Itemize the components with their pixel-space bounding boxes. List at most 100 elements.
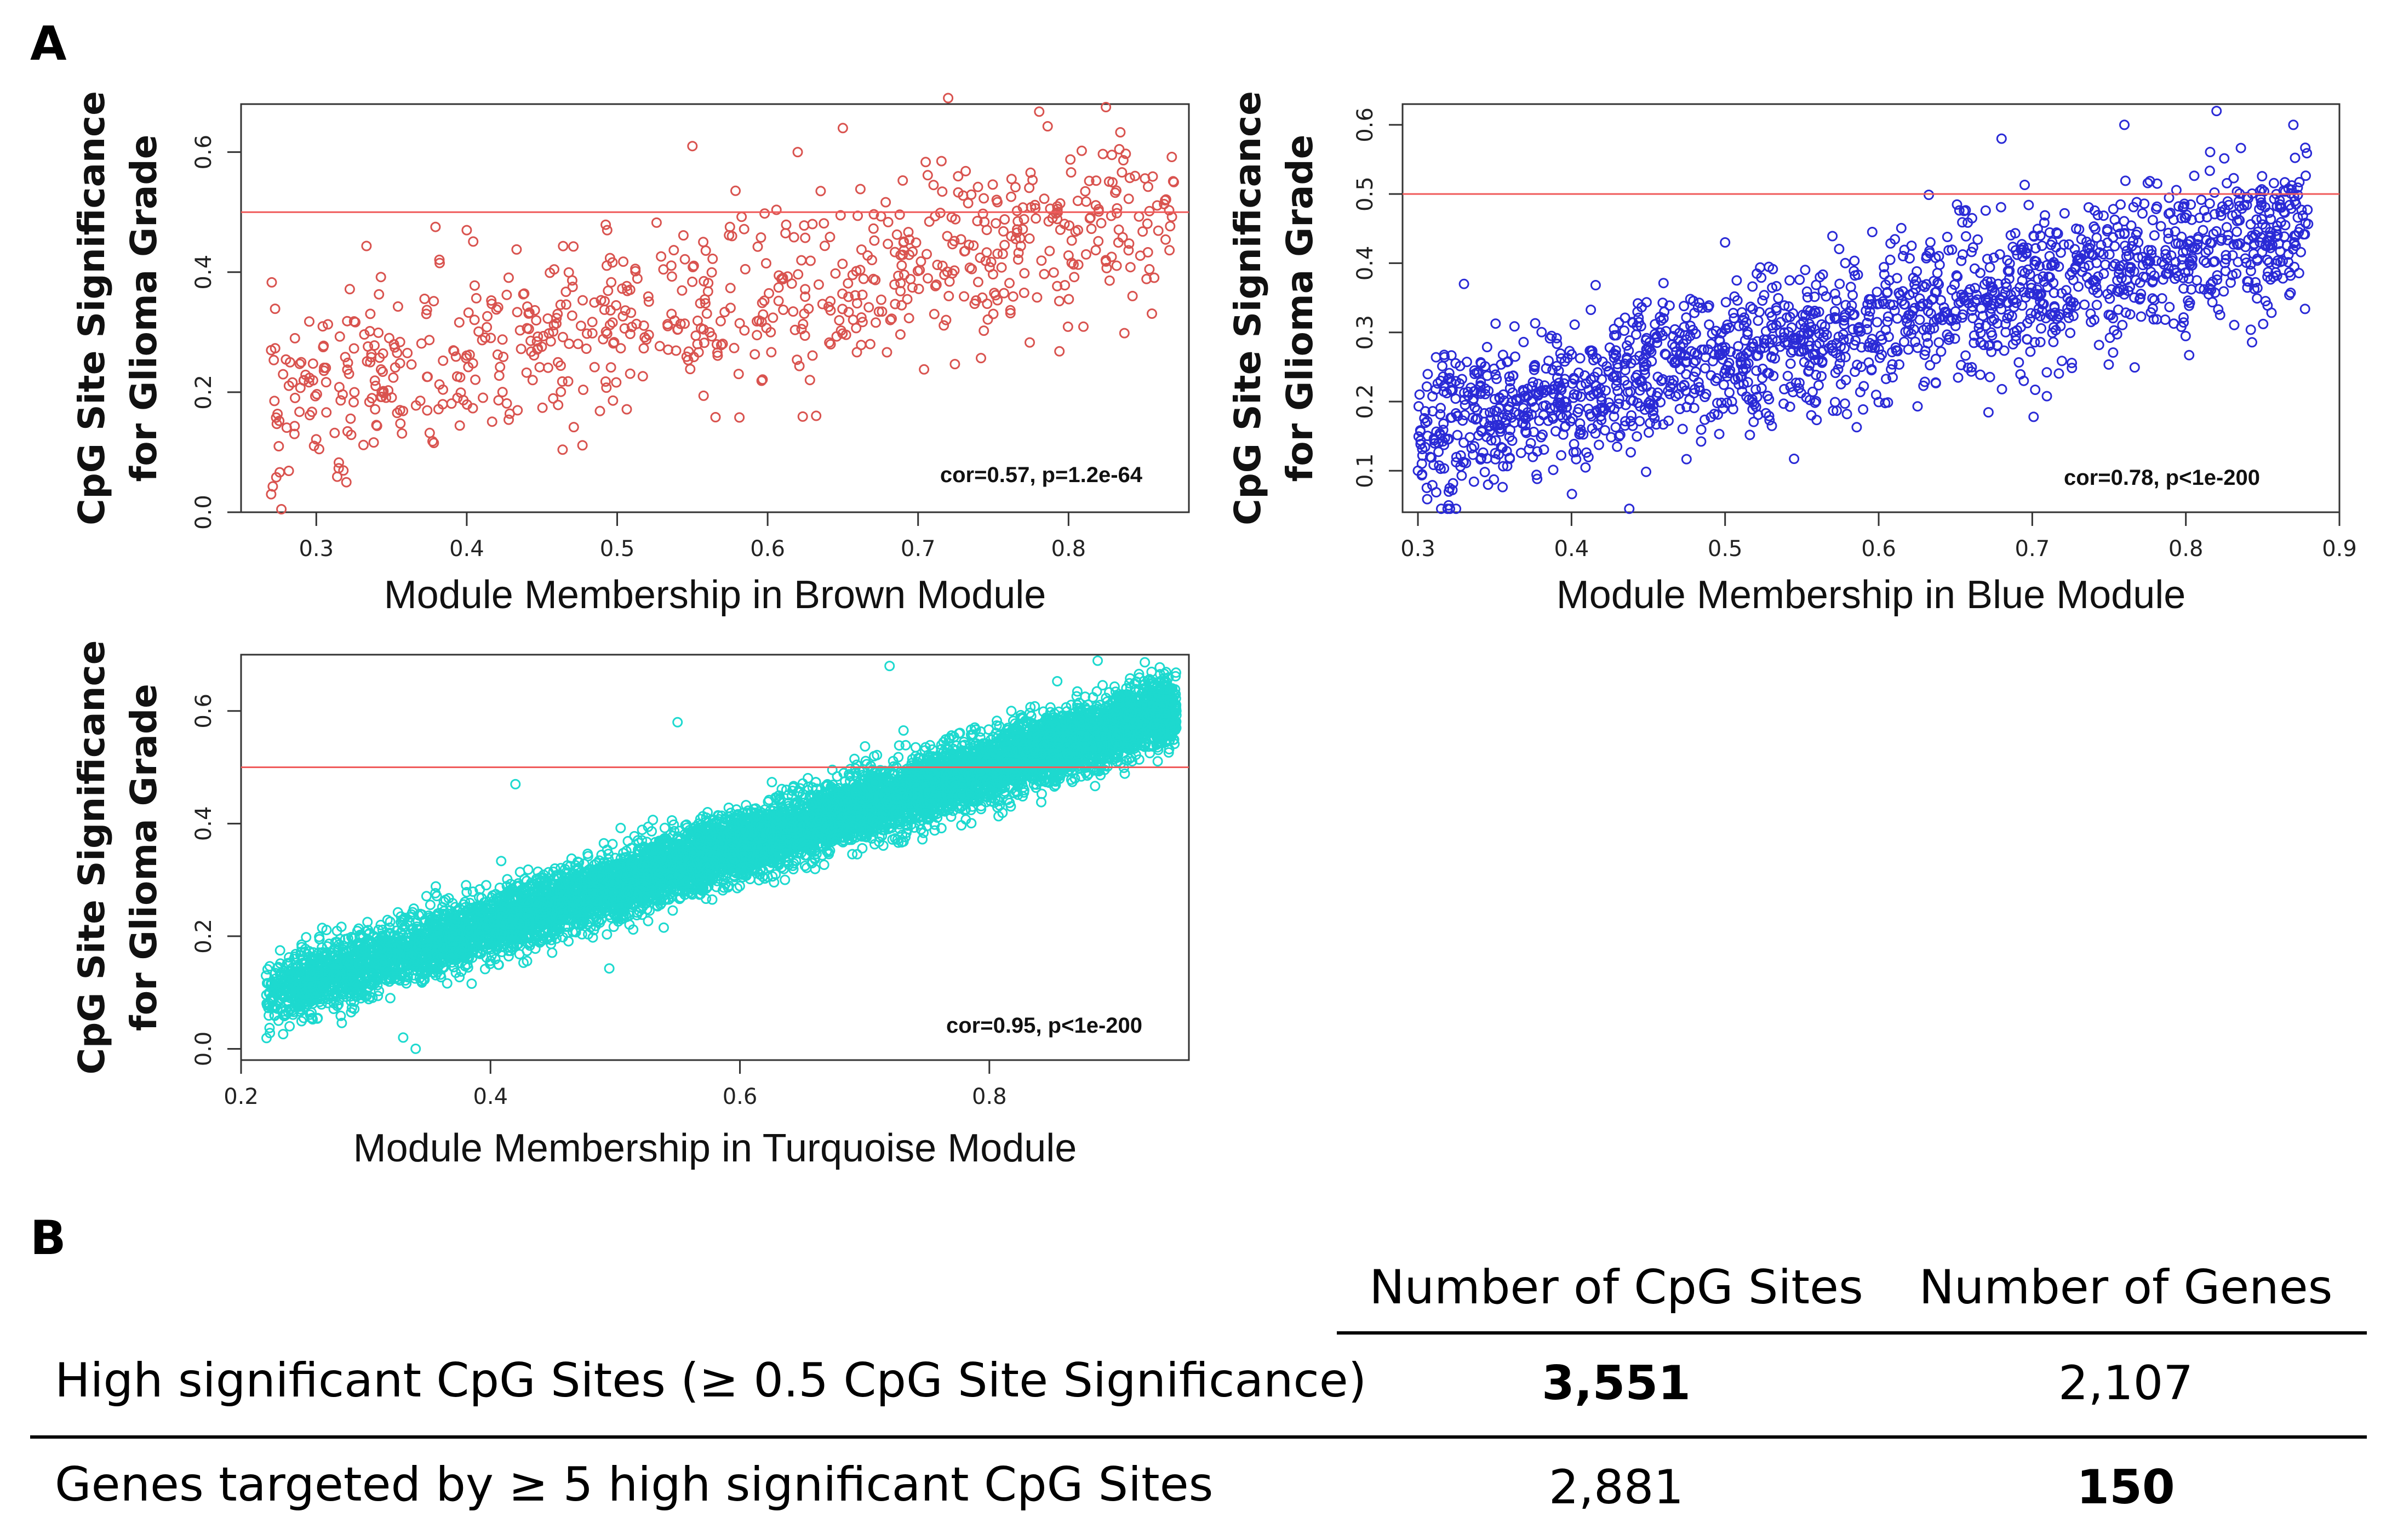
data-point (511, 244, 522, 255)
data-point (625, 329, 636, 339)
data-point (1078, 321, 1089, 332)
data-point (733, 369, 744, 380)
data-point (1766, 420, 1777, 431)
data-point (602, 225, 613, 236)
data-point (824, 337, 835, 348)
data-point (1045, 203, 1056, 214)
x-tick-label: 0.7 (2015, 536, 2050, 562)
data-point (348, 397, 359, 408)
data-point (895, 285, 906, 296)
data-point (1008, 291, 1019, 302)
data-point (342, 357, 353, 368)
data-point (1137, 226, 1148, 237)
data-point (2113, 304, 2124, 315)
data-point (606, 277, 617, 288)
data-point (1120, 148, 1131, 159)
data-point (601, 382, 612, 393)
data-point (575, 320, 586, 331)
data-point (869, 235, 880, 246)
data-point (618, 256, 629, 267)
data-point (1042, 121, 1053, 131)
data-point (804, 375, 815, 386)
data-point (726, 231, 737, 242)
data-point (1972, 234, 1983, 245)
data-point (377, 367, 388, 377)
data-point (798, 319, 809, 329)
data-point (764, 288, 774, 299)
data-point (2290, 152, 2301, 163)
data-point (273, 441, 284, 451)
data-point (283, 466, 294, 476)
data-point (1914, 314, 1925, 325)
data-point (807, 350, 818, 361)
data-point (1097, 680, 1108, 691)
data-point (1124, 238, 1135, 249)
data-point (792, 354, 803, 365)
data-point (1483, 479, 1494, 490)
data-point (306, 407, 317, 417)
data-point (958, 190, 969, 201)
data-point (1452, 430, 1463, 440)
data-point (1956, 255, 1967, 266)
data-point (2119, 119, 2130, 130)
x-tick-label: 0.3 (1400, 536, 1435, 562)
data-point (611, 377, 622, 388)
data-point (2030, 385, 2041, 395)
data-point (1753, 315, 1764, 326)
data-point (2035, 336, 2046, 347)
data-point (381, 392, 392, 403)
x-tick-label: 0.4 (1554, 536, 1589, 562)
data-point (793, 269, 804, 280)
data-point (531, 315, 542, 326)
data-point (1899, 336, 1909, 347)
data-point (402, 347, 413, 358)
data-point (304, 316, 314, 327)
data-point (1700, 363, 1710, 374)
data-point (534, 362, 545, 373)
data-point (675, 318, 686, 329)
data-point (825, 305, 836, 316)
data-point (1036, 255, 1047, 266)
data-point (923, 273, 933, 284)
data-point (494, 370, 505, 381)
data-point (348, 343, 359, 354)
data-point (2198, 225, 2208, 236)
data-point (1413, 401, 1424, 412)
data-point (363, 341, 374, 352)
data-point (1164, 245, 1175, 256)
data-point (2229, 319, 2240, 330)
data-point (1052, 201, 1063, 212)
data-point (2036, 323, 2046, 334)
data-point (2126, 220, 2137, 231)
data-point (335, 395, 346, 406)
data-point (1124, 173, 1135, 184)
data-point (896, 260, 907, 271)
data-point (564, 339, 575, 349)
data-point (1634, 416, 1645, 427)
data-point (2258, 318, 2269, 329)
data-point (876, 294, 886, 305)
data-point (1422, 369, 1433, 380)
data-point (1143, 181, 1153, 192)
data-point (1086, 224, 1097, 234)
data-point (1159, 199, 1170, 209)
data-point (2231, 186, 2242, 197)
data-point (276, 504, 287, 514)
data-point (1782, 370, 1793, 381)
data-point (600, 326, 611, 337)
data-point (2211, 226, 2222, 237)
data-point (392, 301, 403, 312)
data-point (2180, 330, 2191, 341)
data-point (295, 382, 306, 393)
data-point (310, 391, 321, 402)
data-point (270, 304, 281, 314)
data-point (761, 323, 772, 334)
data-point (340, 352, 351, 363)
data-point (385, 993, 396, 1004)
data-point (1954, 205, 1965, 216)
data-point (2302, 204, 2313, 215)
data-point (2289, 261, 2300, 272)
data-point (1995, 202, 2006, 213)
data-point (882, 347, 892, 358)
data-point (688, 352, 699, 363)
